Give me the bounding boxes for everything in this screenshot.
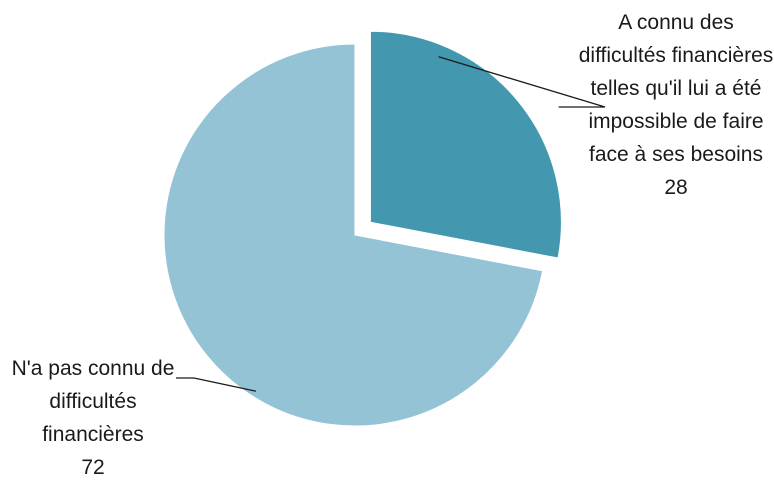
data-label-not-difficult: N'a pas connu de difficultés financières… [0,352,186,484]
data-label-difficult: A connu des difficultés financières tell… [578,6,774,204]
data-label-not-difficult-text: N'a pas connu de difficultés financières [11,357,175,446]
data-label-not-difficult-value: 72 [81,456,105,479]
pie-slice-difficult [369,30,562,259]
data-label-difficult-value: 28 [664,176,688,199]
data-label-difficult-text: A connu des difficultés financières tell… [578,11,774,166]
leader-line-difficult [438,56,606,108]
leader-line-not-difficult [176,377,257,392]
pie-slice-not-difficult [163,43,544,427]
